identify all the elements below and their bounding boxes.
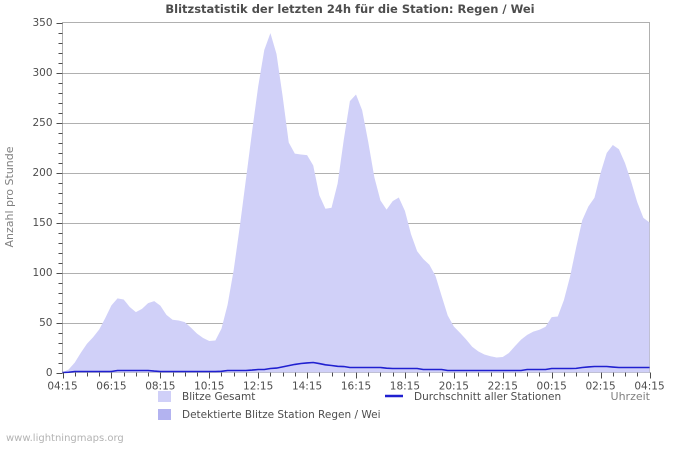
y-tick-label-300: 300: [32, 67, 52, 79]
y-axis-label: Anzahl pro Stunde: [3, 146, 16, 247]
y-axis-ticks: [56, 23, 63, 374]
x-tick-label-11: 02:15: [585, 381, 615, 393]
x-axis-tick-labels: 04:15 06:15 08:15 10:15 12:15 14:15 16:15 18:15…: [47, 381, 664, 393]
series-area-0: [62, 33, 650, 373]
legend-label-0: Blitze Gesamt: [182, 391, 255, 403]
x-tick-label-2: 08:15: [145, 381, 175, 393]
x-tick-label-7: 18:15: [390, 381, 420, 393]
y-tick-label-250: 250: [32, 117, 52, 129]
y-tick-label-350: 350: [32, 17, 52, 29]
y-tick-label-100: 100: [32, 267, 52, 279]
series-line-2: [62, 361, 650, 374]
y-tick-label-0: 0: [46, 367, 53, 379]
legend-label-1: Durchschnitt aller Stationen: [414, 391, 561, 403]
x-tick-label-5: 14:15: [292, 381, 322, 393]
chart-title: Blitzstatistik der letzten 24h für die S…: [165, 2, 534, 16]
y-axis-tick-labels: 0 50 100 150 200 250 300 350: [32, 17, 52, 379]
legend-swatch-0: [158, 391, 171, 402]
y-tick-label-150: 150: [32, 217, 52, 229]
x-axis-ticks: [63, 372, 651, 379]
footer-source-url: www.lightningmaps.org: [6, 433, 124, 444]
x-tick-label-8: 20:15: [439, 381, 469, 393]
x-tick-label-0: 04:15: [47, 381, 77, 393]
x-tick-label-4: 12:15: [243, 381, 273, 393]
x-axis-label: Uhrzeit: [611, 390, 651, 403]
x-tick-label-3: 10:15: [194, 381, 224, 393]
chart-series-layer: [62, 33, 650, 374]
x-tick-label-10: 00:15: [537, 381, 567, 393]
legend-swatch-2: [158, 409, 171, 420]
chart-legend: Blitze Gesamt Durchschnitt aller Statione…: [158, 391, 561, 421]
x-tick-label-9: 22:15: [488, 381, 518, 393]
legend-label-2: Detektierte Blitze Station Regen / Wei: [182, 409, 380, 421]
x-tick-label-1: 06:15: [96, 381, 126, 393]
x-tick-label-12: 04:15: [634, 381, 664, 393]
y-tick-label-50: 50: [39, 317, 52, 329]
y-tick-label-200: 200: [32, 167, 52, 179]
x-tick-label-6: 16:15: [341, 381, 371, 393]
